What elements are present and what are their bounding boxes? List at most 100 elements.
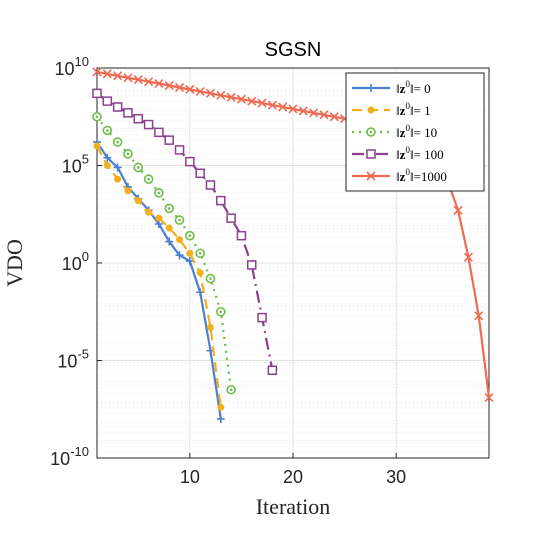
data-point-plus [185, 257, 194, 266]
data-point-square [246, 260, 257, 270]
data-point-cross [288, 104, 298, 114]
data-point-dot [93, 142, 101, 150]
data-point-cross [453, 205, 463, 215]
series-line [96, 141, 222, 420]
data-point-cross [216, 90, 226, 100]
data-point-cross [309, 108, 319, 118]
data-point-dot [114, 175, 122, 183]
data-point-plus [216, 415, 225, 423]
data-point-dot [145, 208, 153, 216]
data-point-plus [103, 153, 112, 162]
data-point-center [147, 177, 150, 181]
grid [97, 67, 489, 459]
data-point-square [267, 365, 278, 375]
data-point-dot [186, 249, 194, 257]
data-point-cross [267, 100, 277, 110]
data-point-square [174, 145, 185, 155]
data-point-cross [226, 92, 236, 102]
data-point-cross [329, 112, 339, 122]
data-point-cross [366, 171, 376, 181]
data-point-cross [185, 84, 195, 95]
y-tick-label: 10-5 [57, 347, 89, 372]
data-point-cross [298, 106, 308, 116]
data-point-cross [247, 96, 257, 106]
series-2 [93, 142, 225, 411]
legend-label: ‖z0‖= 10 [396, 123, 437, 140]
data-point-cross [484, 392, 494, 403]
data-point-center [229, 388, 233, 392]
data-point-center [219, 310, 223, 314]
data-point-square [185, 156, 195, 167]
series-layer [92, 67, 494, 423]
data-point-cross [474, 311, 484, 321]
data-point-dot [176, 236, 184, 244]
y-axis-label: VDO [2, 239, 27, 287]
x-tick-label: 20 [283, 467, 303, 487]
data-point-square [112, 102, 123, 112]
data-point-cross [92, 67, 102, 77]
data-point-dot [367, 106, 375, 114]
data-point-cross [236, 94, 246, 104]
legend-label: ‖z0‖= 0 [396, 79, 431, 96]
data-point-plus [113, 163, 122, 172]
series-line [96, 145, 222, 408]
data-point-square [102, 96, 113, 106]
y-tick-label: 100 [62, 249, 89, 274]
data-point-dot [165, 224, 173, 232]
data-point-cross [205, 88, 216, 98]
data-point-square [123, 108, 133, 118]
data-point-cross [319, 110, 329, 120]
data-point-center [126, 152, 130, 156]
data-point-cross [154, 79, 164, 89]
data-point-center [178, 218, 181, 222]
data-point-dot [206, 323, 214, 331]
axis-ticks: 10 20 30 10-10 10-5 100 105 1010 [50, 54, 406, 487]
data-point-dot [196, 269, 204, 277]
chart-title: SGSN [265, 39, 322, 61]
y-tick-label: 10-10 [50, 444, 89, 469]
data-point-dot [217, 403, 225, 411]
data-point-square [366, 149, 376, 159]
legend-label: ‖z0‖= 1 [396, 101, 431, 118]
legend-entry: ‖z0‖=1000 [352, 167, 447, 184]
data-point-square [154, 127, 164, 138]
data-point-cross [133, 75, 143, 85]
data-point-center [198, 251, 202, 255]
data-point-cross [278, 102, 288, 112]
data-point-center [188, 234, 192, 237]
data-point-center [369, 130, 373, 134]
legend-entry: ‖z0‖= 1 [352, 101, 431, 118]
data-point-cross [195, 86, 205, 96]
data-point-dot [134, 197, 142, 205]
data-point-center [209, 277, 212, 280]
data-point-cross [164, 80, 174, 91]
series-1 [93, 138, 225, 423]
data-point-square [92, 88, 102, 99]
data-point-square [143, 119, 154, 130]
data-point-cross [257, 98, 267, 108]
data-point-center [95, 115, 99, 119]
data-point-center [157, 191, 161, 195]
data-point-square [216, 195, 226, 206]
x-axis-label: Iteration [256, 494, 331, 519]
data-point-square [133, 113, 144, 124]
legend-label: ‖z0‖=1000 [396, 167, 447, 184]
data-point-center [116, 140, 119, 144]
data-point-square [195, 168, 205, 179]
data-point-square [205, 180, 216, 190]
data-point-dot [103, 162, 111, 169]
data-point-cross [174, 82, 185, 93]
series-4 [92, 88, 278, 375]
data-point-square [226, 213, 236, 223]
legend-entry: ‖z0‖= 100 [352, 145, 444, 162]
data-point-plus [367, 84, 375, 92]
data-point-center [106, 129, 109, 132]
data-point-cross [102, 69, 112, 79]
data-point-cross [463, 252, 473, 262]
data-point-cross [123, 73, 133, 83]
legend-label: ‖z0‖= 100 [396, 145, 444, 162]
data-point-cross [144, 77, 154, 87]
data-point-dot [124, 187, 132, 195]
data-point-plus [175, 251, 184, 260]
